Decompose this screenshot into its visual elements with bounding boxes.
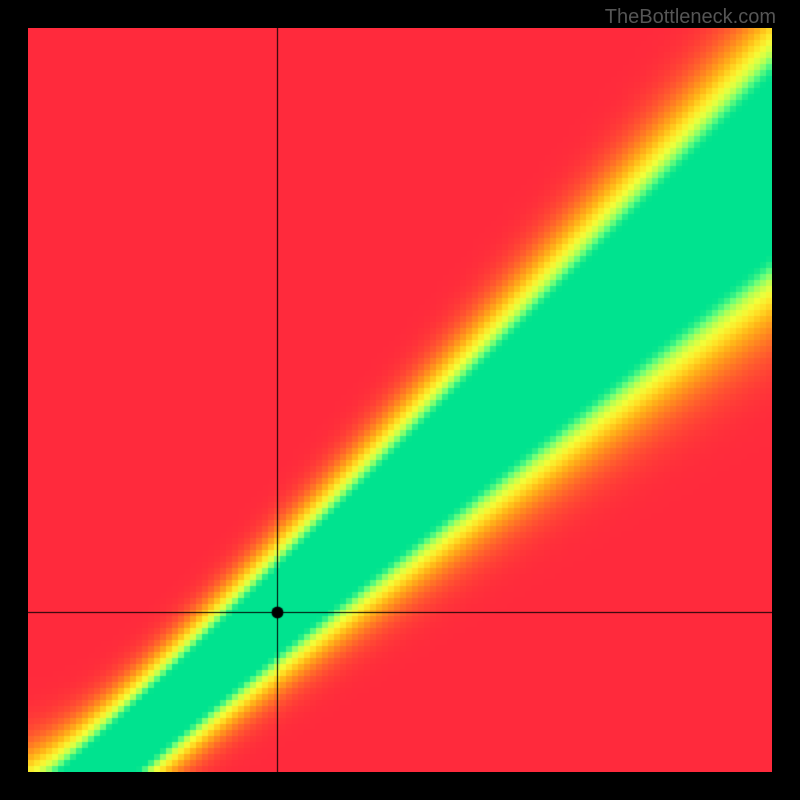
crosshair-overlay: [28, 28, 772, 772]
chart-frame: TheBottleneck.com: [0, 0, 800, 800]
watermark-text: TheBottleneck.com: [605, 6, 776, 29]
